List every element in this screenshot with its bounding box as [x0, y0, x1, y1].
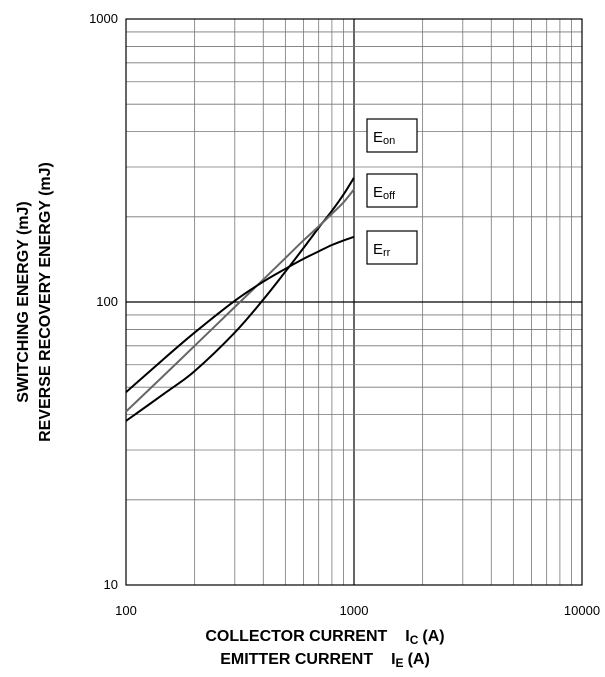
y-tick-label: 1000 — [89, 11, 118, 26]
legend-item-eon: Eon — [366, 118, 418, 153]
legend-eoff-sub: off — [383, 190, 396, 202]
svg-text:Eon: Eon — [373, 129, 395, 147]
legend-eon-sub: on — [383, 135, 395, 147]
legend-item-err: Err — [366, 230, 418, 265]
legend-item-eoff: Eoff — [366, 173, 418, 208]
legend-err-main: E — [373, 241, 383, 258]
x-tick-label: 1000 — [340, 603, 369, 618]
legend-eon-main: E — [373, 129, 383, 146]
y-axis-title-line2: REVERSE RECOVERY ENERGY (mJ) — [37, 162, 54, 442]
x-axis-title-line1: COLLECTOR CURRENT IC (A) — [205, 628, 444, 647]
plot-frame — [125, 18, 583, 586]
svg-text:Eoff: Eoff — [373, 184, 396, 202]
legend-err-sub: rr — [383, 247, 391, 259]
y-tick-labels: 10 100 1000 — [89, 11, 118, 592]
series-line-eon — [125, 177, 355, 422]
x-tick-labels: 100 1000 10000 — [115, 603, 600, 618]
x-tick-label: 100 — [115, 603, 137, 618]
x-axis-title-line2: EMITTER CURRENT IE (A) — [220, 651, 430, 670]
legend-eoff-main: E — [373, 184, 383, 201]
series-line-eoff — [125, 188, 355, 413]
series-layer — [125, 177, 355, 422]
chart-grid — [126, 19, 582, 585]
legend: Eon Eoff Err — [366, 118, 418, 265]
y-tick-label: 10 — [104, 577, 118, 592]
y-axis-title-line1: SWITCHING ENERGY (mJ) — [15, 201, 32, 403]
svg-text:Err: Err — [373, 241, 391, 259]
y-tick-label: 100 — [96, 294, 118, 309]
x-tick-label: 10000 — [564, 603, 600, 618]
series-line-err — [125, 235, 355, 393]
